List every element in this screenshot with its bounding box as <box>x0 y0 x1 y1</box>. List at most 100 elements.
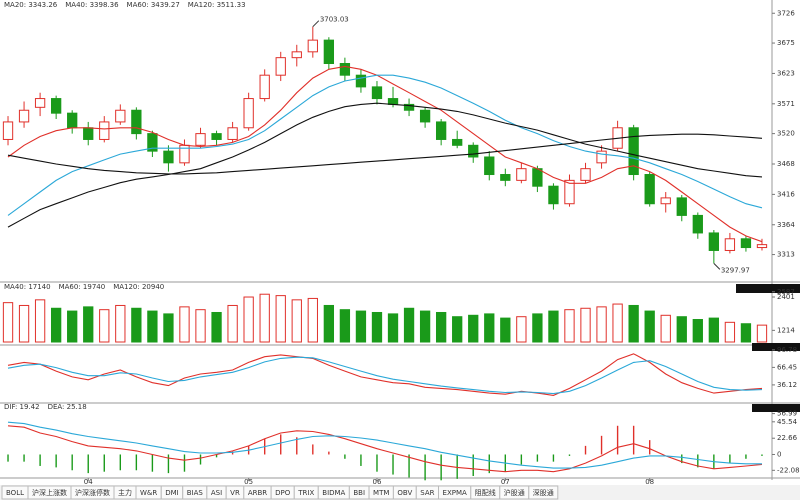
legend-entry: MA20: 3343.26 <box>4 1 58 9</box>
volume-bar <box>612 303 623 343</box>
volume-bar <box>323 304 335 343</box>
tab-label[interactable]: DPO <box>275 489 291 497</box>
tab-label[interactable]: 深股通 <box>533 488 554 497</box>
tab-label[interactable]: BOLL <box>6 489 24 497</box>
oscillator-line <box>7 353 763 396</box>
candle-body <box>50 98 62 114</box>
candle-body <box>243 98 254 129</box>
y-tick-label: 3675 <box>777 39 795 47</box>
x-tick-label: 05 <box>244 478 253 486</box>
volume-bar <box>179 306 190 343</box>
candle-body <box>67 112 78 129</box>
candle-body <box>387 98 399 105</box>
volume-bar <box>596 306 607 343</box>
volume-bar <box>452 316 463 343</box>
axis-box <box>752 343 800 351</box>
volume-bar <box>532 313 543 343</box>
tab-label[interactable]: W&R <box>140 489 157 497</box>
candle-body <box>419 109 431 123</box>
y-tick-label: 36.12 <box>777 381 797 389</box>
volume-bar <box>83 306 94 343</box>
tab-label[interactable]: ASI <box>211 489 222 497</box>
y-tick-label: 2587 <box>777 288 795 296</box>
annotation: 3297.97 <box>721 266 750 274</box>
volume-bar <box>2 302 14 343</box>
y-tick-label: 45.54 <box>777 418 798 426</box>
volume-bar <box>403 307 415 343</box>
volume-bar <box>147 310 158 343</box>
candle-body <box>548 185 559 205</box>
candle-body <box>34 98 46 108</box>
y-tick-label: 3520 <box>777 130 795 138</box>
candle-body <box>147 133 158 152</box>
volume-bar <box>243 296 254 343</box>
candle-body <box>484 156 495 176</box>
tab-label[interactable]: TRIX <box>297 489 314 497</box>
tab-label[interactable]: BIAS <box>187 489 204 497</box>
volume-bar <box>644 310 655 343</box>
y-tick-label: 96.78 <box>777 346 797 354</box>
candle-body <box>83 127 94 140</box>
oscillator-line <box>7 356 763 395</box>
ma-line <box>7 65 763 243</box>
candle-body <box>275 57 286 76</box>
tab-label[interactable]: 阻配线 <box>475 488 496 497</box>
tab-label[interactable]: SAR <box>420 489 434 497</box>
tab[interactable] <box>528 485 559 500</box>
candle-body <box>403 103 415 111</box>
candle-body <box>323 39 335 65</box>
volume-bar <box>580 307 591 343</box>
tab-label[interactable]: EXPMA <box>443 489 467 497</box>
candle-body <box>99 121 110 140</box>
legend-entry: MA120: 20940 <box>113 283 164 291</box>
tab-label[interactable]: BIDMA <box>322 489 345 497</box>
candle-body <box>163 150 174 164</box>
tab-label[interactable]: DMI <box>165 489 179 497</box>
volume-bar <box>131 307 142 343</box>
volume-bar <box>115 304 126 343</box>
volume-bar <box>195 309 206 343</box>
tab-label[interactable]: 沪股通 <box>504 488 525 497</box>
volume-bar <box>355 310 367 343</box>
y-tick-label: 1214 <box>777 326 795 334</box>
candle-body <box>692 214 703 234</box>
tab-label[interactable]: OBV <box>397 489 412 497</box>
volume-bar <box>259 293 270 343</box>
volume-bar <box>724 321 736 343</box>
candle-body <box>628 127 639 176</box>
ma-line <box>7 102 763 228</box>
axis-box <box>736 284 800 293</box>
candle-body <box>131 109 142 135</box>
tab-label[interactable]: MTM <box>373 489 389 497</box>
candle-body <box>500 174 511 181</box>
candle-body <box>339 63 351 76</box>
tab-label[interactable]: BBI <box>353 489 365 497</box>
y-tick-label: -22.08 <box>777 466 800 474</box>
volume-bar <box>676 316 687 343</box>
legend-entry: MA40: 17140 <box>4 283 51 291</box>
tab-label[interactable]: 主力 <box>118 488 132 497</box>
volume-bar <box>516 316 527 343</box>
x-tick-label: 04 <box>84 478 93 486</box>
volume-bar <box>99 309 110 343</box>
volume-bar <box>387 313 399 343</box>
tab-label[interactable]: 沪深上涨数 <box>32 488 67 497</box>
y-tick-label: 3364 <box>777 221 795 229</box>
candle-body <box>307 39 318 53</box>
volume-bar <box>67 310 78 343</box>
volume-bar <box>500 317 511 343</box>
candle-body <box>724 238 736 251</box>
candle-body <box>644 174 655 205</box>
volume-bar <box>307 297 318 343</box>
volume-bar <box>660 314 671 343</box>
tab-label[interactable]: ARBR <box>248 489 267 497</box>
tab-label[interactable]: 沪深涨停数 <box>75 488 110 497</box>
legend-entry: DIF: 19.42 <box>4 403 40 411</box>
candle-body <box>291 51 302 59</box>
candle-body <box>756 244 768 249</box>
y-tick-label: 2401 <box>777 293 795 301</box>
candle-body <box>676 197 687 216</box>
volume-bar <box>756 324 768 343</box>
macd-line <box>7 425 763 473</box>
tab-label[interactable]: VR <box>230 489 240 497</box>
